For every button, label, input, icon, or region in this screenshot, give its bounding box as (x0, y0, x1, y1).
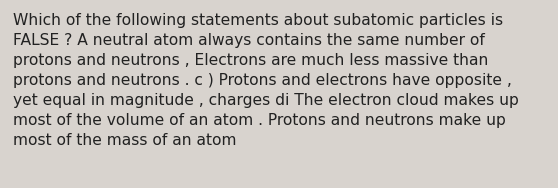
Text: Which of the following statements about subatomic particles is
FALSE ? A neutral: Which of the following statements about … (13, 13, 519, 148)
